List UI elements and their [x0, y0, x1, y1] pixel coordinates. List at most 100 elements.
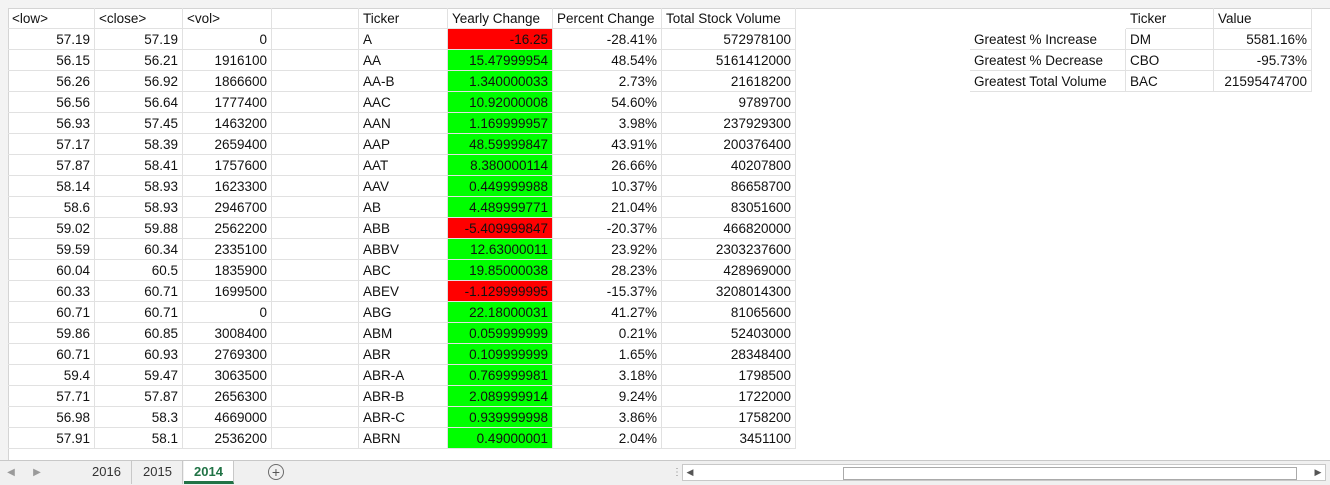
- cell-low[interactable]: 57.17: [8, 134, 95, 155]
- cell-vol[interactable]: 0: [183, 302, 272, 323]
- cell-close[interactable]: 56.64: [95, 92, 183, 113]
- cell-low[interactable]: 60.71: [8, 302, 95, 323]
- cell-close[interactable]: 59.47: [95, 365, 183, 386]
- cell-percent-change[interactable]: 0.21%: [553, 323, 662, 344]
- cell-ticker[interactable]: ABG: [359, 302, 448, 323]
- tab-2016[interactable]: 2016: [82, 461, 132, 484]
- summary-ticker[interactable]: CBO: [1126, 50, 1214, 71]
- summary-header-ticker[interactable]: Ticker: [1126, 8, 1214, 29]
- cell-percent-change[interactable]: 54.60%: [553, 92, 662, 113]
- cell-yearly-change[interactable]: 22.18000031: [448, 302, 553, 323]
- header-yearly-change[interactable]: Yearly Change: [448, 8, 553, 29]
- cell-ticker[interactable]: ABR-B: [359, 386, 448, 407]
- cell-percent-change[interactable]: 26.66%: [553, 155, 662, 176]
- cell-ticker[interactable]: ABM: [359, 323, 448, 344]
- cell-low[interactable]: 60.33: [8, 281, 95, 302]
- cell-percent-change[interactable]: 3.98%: [553, 113, 662, 134]
- cell-low[interactable]: 56.15: [8, 50, 95, 71]
- cell-vol[interactable]: 2659400: [183, 134, 272, 155]
- cell-total-volume[interactable]: 83051600: [662, 197, 796, 218]
- empty-cell[interactable]: [272, 344, 359, 365]
- summary-value[interactable]: -95.73%: [1214, 50, 1312, 71]
- summary-label[interactable]: Greatest Total Volume: [970, 71, 1126, 92]
- cell-vol[interactable]: 3063500: [183, 365, 272, 386]
- cell-total-volume[interactable]: 572978100: [662, 29, 796, 50]
- cell-ticker[interactable]: ABC: [359, 260, 448, 281]
- empty-cell[interactable]: [272, 218, 359, 239]
- empty-cell[interactable]: [272, 8, 359, 29]
- cell-yearly-change[interactable]: 2.089999914: [448, 386, 553, 407]
- cell-percent-change[interactable]: 48.54%: [553, 50, 662, 71]
- scroll-right-icon[interactable]: ▶: [1314, 467, 1322, 477]
- cell-percent-change[interactable]: -15.37%: [553, 281, 662, 302]
- cell-vol[interactable]: 3008400: [183, 323, 272, 344]
- cell-percent-change[interactable]: -28.41%: [553, 29, 662, 50]
- cell-percent-change[interactable]: 28.23%: [553, 260, 662, 281]
- cell-ticker[interactable]: ABRN: [359, 428, 448, 449]
- cell-low[interactable]: 58.14: [8, 176, 95, 197]
- cell-total-volume[interactable]: 200376400: [662, 134, 796, 155]
- cell-yearly-change[interactable]: 4.489999771: [448, 197, 553, 218]
- cell-ticker[interactable]: ABEV: [359, 281, 448, 302]
- cell-yearly-change[interactable]: 0.109999999: [448, 344, 553, 365]
- cell-ticker[interactable]: AAT: [359, 155, 448, 176]
- cell-vol[interactable]: 2335100: [183, 239, 272, 260]
- cell-low[interactable]: 56.56: [8, 92, 95, 113]
- header-ticker[interactable]: Ticker: [359, 8, 448, 29]
- cell-percent-change[interactable]: 3.18%: [553, 365, 662, 386]
- header-total-volume[interactable]: Total Stock Volume: [662, 8, 796, 29]
- cell-total-volume[interactable]: 237929300: [662, 113, 796, 134]
- cell-ticker[interactable]: AAP: [359, 134, 448, 155]
- cell-close[interactable]: 58.93: [95, 176, 183, 197]
- cell-total-volume[interactable]: 9789700: [662, 92, 796, 113]
- cell-yearly-change[interactable]: 1.169999957: [448, 113, 553, 134]
- empty-cell[interactable]: [272, 71, 359, 92]
- empty-cell[interactable]: [272, 365, 359, 386]
- cell-low[interactable]: 57.87: [8, 155, 95, 176]
- cell-total-volume[interactable]: 52403000: [662, 323, 796, 344]
- summary-header-value[interactable]: Value: [1214, 8, 1312, 29]
- cell-close[interactable]: 59.88: [95, 218, 183, 239]
- header-vol[interactable]: <vol>: [183, 8, 272, 29]
- cell-total-volume[interactable]: 28348400: [662, 344, 796, 365]
- empty-cell[interactable]: [272, 197, 359, 218]
- cell-close[interactable]: 58.39: [95, 134, 183, 155]
- cell-ticker[interactable]: ABR-A: [359, 365, 448, 386]
- header-low[interactable]: <low>: [8, 8, 95, 29]
- cell-percent-change[interactable]: -20.37%: [553, 218, 662, 239]
- empty-cell[interactable]: [272, 29, 359, 50]
- cell-ticker[interactable]: AAC: [359, 92, 448, 113]
- cell-yearly-change[interactable]: 0.059999999: [448, 323, 553, 344]
- cell-yearly-change[interactable]: 0.49000001: [448, 428, 553, 449]
- cell-close[interactable]: 60.71: [95, 281, 183, 302]
- cell-percent-change[interactable]: 43.91%: [553, 134, 662, 155]
- tab-2015[interactable]: 2015: [133, 461, 183, 484]
- empty-cell[interactable]: [272, 281, 359, 302]
- spreadsheet-grid[interactable]: <low> <close> <vol> Ticker Yearly Change…: [0, 0, 1330, 460]
- cell-total-volume[interactable]: 81065600: [662, 302, 796, 323]
- scrollbar-thumb[interactable]: [843, 467, 1297, 480]
- cell-low[interactable]: 59.4: [8, 365, 95, 386]
- cell-close[interactable]: 57.87: [95, 386, 183, 407]
- cell-low[interactable]: 60.71: [8, 344, 95, 365]
- cell-ticker[interactable]: ABR: [359, 344, 448, 365]
- cell-total-volume[interactable]: 428969000: [662, 260, 796, 281]
- cell-close[interactable]: 56.92: [95, 71, 183, 92]
- cell-ticker[interactable]: ABB: [359, 218, 448, 239]
- cell-vol[interactable]: 1916100: [183, 50, 272, 71]
- cell-percent-change[interactable]: 21.04%: [553, 197, 662, 218]
- cell-yearly-change[interactable]: 15.47999954: [448, 50, 553, 71]
- summary-ticker[interactable]: BAC: [1126, 71, 1214, 92]
- cell-low[interactable]: 56.93: [8, 113, 95, 134]
- cell-close[interactable]: 57.19: [95, 29, 183, 50]
- header-percent-change[interactable]: Percent Change: [553, 8, 662, 29]
- empty-cell[interactable]: [272, 260, 359, 281]
- cell-percent-change[interactable]: 2.73%: [553, 71, 662, 92]
- cell-ticker[interactable]: AAN: [359, 113, 448, 134]
- cell-low[interactable]: 60.04: [8, 260, 95, 281]
- cell-ticker[interactable]: ABBV: [359, 239, 448, 260]
- cell-total-volume[interactable]: 466820000: [662, 218, 796, 239]
- cell-ticker[interactable]: AA-B: [359, 71, 448, 92]
- cell-low[interactable]: 57.19: [8, 29, 95, 50]
- empty-cell[interactable]: [272, 386, 359, 407]
